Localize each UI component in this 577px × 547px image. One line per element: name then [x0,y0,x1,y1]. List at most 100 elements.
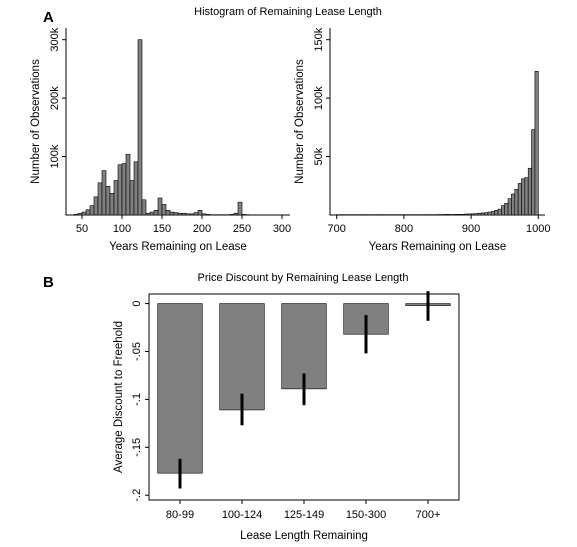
short-lease-bin [137,39,143,216]
panel-a-label: A [43,9,54,26]
long-lease-bin [494,210,499,216]
long-lease-bin [477,212,482,216]
short-lease-bin [129,180,135,216]
short-lease-x-tick-label: 100 [113,223,131,235]
long-lease-bin [490,211,495,216]
short-lease-y-tick-label: 100k [49,144,61,168]
long-lease-bin [484,212,489,216]
long-lease-bin [457,214,462,216]
short-lease-x-tick-label: 300 [273,223,291,235]
short-lease-bin [189,213,195,216]
short-lease-bin [241,214,247,216]
short-lease-x-tick-label: 50 [76,223,88,235]
short-lease-bin [201,213,207,216]
y-tick-label: -.05 [131,342,143,361]
short-lease-bin [89,205,95,216]
y-axis-label: Average Discount to Freehold [113,321,125,473]
short-lease-bin [165,210,171,216]
short-lease-bin [77,212,83,216]
histogram-short-leases: 50 100 150 200 250 300 100k 200k 300k Years Remai… [30,27,291,253]
short-lease-bin [185,213,191,216]
long-lease-bin [474,213,479,216]
y-tick-label: 0 [131,301,143,307]
category-label: 150-300 [346,509,386,521]
long-lease-bin [470,213,475,216]
short-lease-bin [149,211,155,216]
long-lease-x-tick-label: 700 [328,223,346,235]
long-lease-bin [453,214,458,216]
long-lease-bin [534,70,539,216]
short-lease-bin [101,170,107,216]
short-lease-y-axis-label: Number of Observations [30,59,42,184]
short-lease-bin [133,161,139,216]
short-lease-bin [121,163,127,216]
short-lease-bin [105,186,111,216]
category-label: 80-99 [166,509,194,521]
y-tick-label: -.15 [131,438,143,457]
short-lease-bin [197,210,203,216]
short-lease-bin [97,182,103,216]
long-lease-y-tick-label: 100k [313,86,325,110]
long-lease-bin [531,129,536,216]
discount-bar-chart: 80-99 100-124 125-149 150-300 700+ 0 -.05 -.1 -.… [113,291,460,542]
long-lease-bin [524,177,529,216]
long-lease-bin [467,213,472,216]
long-lease-bin [527,167,532,216]
short-lease-bin [145,212,151,216]
short-lease-bin [141,199,147,216]
short-lease-x-tick-label: 150 [153,223,171,235]
short-lease-x-tick-label: 250 [233,223,251,235]
short-lease-y-tick-label: 200k [49,86,61,110]
short-lease-bin [113,180,119,216]
long-lease-bin [507,198,512,216]
x-axis-label: Lease Length Remaining [240,530,368,542]
short-lease-y-tick-label: 300k [49,27,61,51]
short-lease-bin [85,209,91,216]
y-tick-label: -.1 [131,393,143,406]
long-lease-bin [443,214,448,216]
short-lease-bin [125,153,131,216]
long-lease-axes [329,28,545,216]
panel-a-title: Histogram of Remaining Lease Length [194,6,382,18]
long-lease-bin [487,211,492,216]
short-lease-bin [181,212,187,216]
long-lease-bin [521,178,526,216]
long-lease-y-tick-label: 150k [313,27,325,51]
panel-b-label: B [43,274,54,291]
category-label: 100-124 [222,509,262,521]
short-lease-bin [153,210,159,216]
short-lease-bin [233,212,239,216]
panel-b-title: Price Discount by Remaining Lease Length [198,272,409,284]
long-lease-y-tick-label: 50k [313,147,325,165]
long-lease-x-tick-label: 800 [395,223,413,235]
discount-bar [157,303,203,474]
short-lease-bin [205,214,211,216]
short-lease-bin [109,193,115,216]
y-tick-label: -.2 [131,489,143,502]
long-lease-bin [460,213,465,216]
long-lease-bin [480,212,485,216]
long-lease-bin [517,183,522,216]
short-lease-bin [177,212,183,216]
long-lease-x-tick-label: 900 [462,223,480,235]
long-lease-bin [464,213,469,216]
short-lease-x-tick-label: 200 [193,223,211,235]
short-lease-bin [161,204,167,216]
histogram-long-leases: 700 800 900 1000 50k 100k 150k Years Remaining … [294,27,551,253]
short-lease-bin [169,211,175,216]
long-lease-bin [447,214,452,216]
long-lease-bin [511,193,516,216]
long-lease-bin [514,188,519,216]
short-lease-bin [157,197,163,216]
short-lease-bin [81,211,87,216]
long-lease-bin [501,205,505,216]
short-lease-bin [173,212,179,216]
short-lease-bin [237,201,243,216]
long-lease-y-axis-label: Number of Observations [294,59,306,184]
short-lease-bin [193,212,199,216]
short-lease-bin [93,196,99,216]
short-lease-bin [117,164,123,216]
long-lease-bin [504,203,509,216]
short-lease-x-axis-label: Years Remaining on Lease [109,241,247,253]
